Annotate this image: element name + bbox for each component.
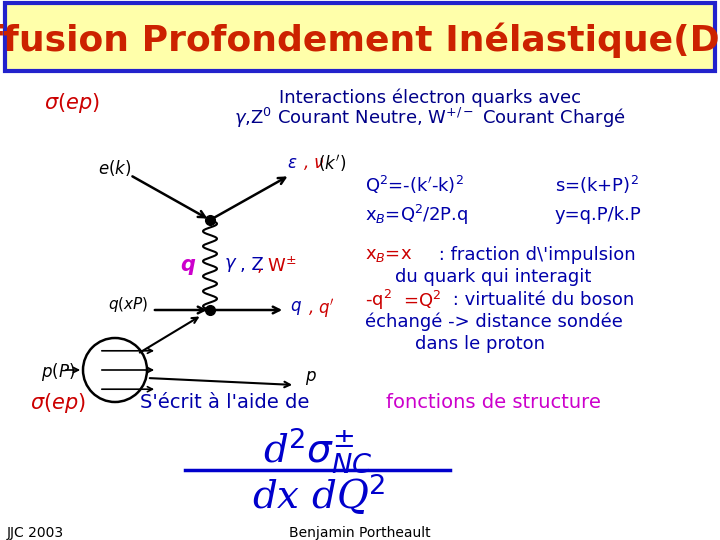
Text: $\gamma$: $\gamma$ xyxy=(224,256,238,274)
Text: , $\nu$: , $\nu$ xyxy=(303,154,325,172)
Text: Interactions électron quarks avec: Interactions électron quarks avec xyxy=(279,89,581,107)
Text: JJC 2003: JJC 2003 xyxy=(6,526,63,540)
Text: : fraction d\'impulsion: : fraction d\'impulsion xyxy=(433,246,636,264)
Text: y=q.P/k.P: y=q.P/k.P xyxy=(555,206,642,224)
Text: échangé -> distance sondée: échangé -> distance sondée xyxy=(365,313,623,331)
Text: d$^2\sigma^{\pm}_{NC}$: d$^2\sigma^{\pm}_{NC}$ xyxy=(264,426,373,475)
Text: -q$^2$: -q$^2$ xyxy=(365,288,392,312)
Text: $q$: $q$ xyxy=(290,299,302,317)
Text: , Z: , Z xyxy=(240,256,264,274)
Text: S'écrit à l'aide de: S'écrit à l'aide de xyxy=(140,394,315,413)
Text: dans le proton: dans le proton xyxy=(415,335,545,353)
Text: , W$^{\pm}$: , W$^{\pm}$ xyxy=(256,254,297,275)
Text: du quark qui interagit: du quark qui interagit xyxy=(395,268,591,286)
Text: $e(k)$: $e(k)$ xyxy=(99,158,132,178)
Text: $p$: $p$ xyxy=(305,369,317,387)
Text: q: q xyxy=(181,255,196,275)
Text: $\sigma(ep)$: $\sigma(ep)$ xyxy=(44,91,100,115)
Text: Diffusion Profondement Inélastique(DIS): Diffusion Profondement Inélastique(DIS) xyxy=(0,22,720,58)
Text: =Q$^2$: =Q$^2$ xyxy=(403,289,441,311)
Text: s=(k+P)$^2$: s=(k+P)$^2$ xyxy=(555,174,639,196)
Text: Q$^2$=-(k$^{\prime}$-k)$^2$: Q$^2$=-(k$^{\prime}$-k)$^2$ xyxy=(365,174,464,196)
Text: $\sigma(ep)$: $\sigma(ep)$ xyxy=(30,391,86,415)
FancyBboxPatch shape xyxy=(5,3,715,71)
Text: x$_B$=x: x$_B$=x xyxy=(365,246,412,264)
Text: , $q'$: , $q'$ xyxy=(308,296,335,320)
Text: fonctions de structure: fonctions de structure xyxy=(386,394,601,413)
Text: $\epsilon$: $\epsilon$ xyxy=(287,154,297,172)
Text: $(k')$: $(k')$ xyxy=(318,152,346,173)
Text: x$_B$=Q$^2$/2P.q: x$_B$=Q$^2$/2P.q xyxy=(365,203,468,227)
Text: dx dQ$^2$: dx dQ$^2$ xyxy=(251,471,384,517)
Text: $p(P)$: $p(P)$ xyxy=(41,361,75,383)
Text: $\gamma$,Z$^0$ Courant Neutre, W$^{+/-}$ Courant Chargé: $\gamma$,Z$^0$ Courant Neutre, W$^{+/-}$… xyxy=(234,106,626,130)
Text: : virtualité du boson: : virtualité du boson xyxy=(447,291,634,309)
Text: Benjamin Portheault: Benjamin Portheault xyxy=(289,526,431,540)
Text: $q(xP)$: $q(xP)$ xyxy=(108,295,148,314)
